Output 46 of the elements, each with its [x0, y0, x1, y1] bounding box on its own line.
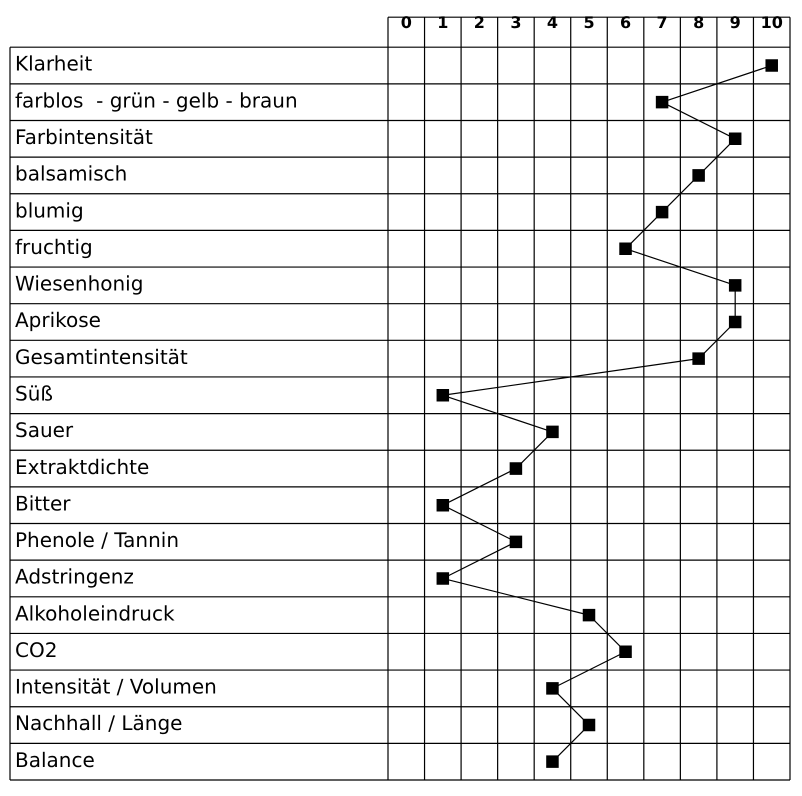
y-tick-label: Klarheit — [15, 52, 92, 76]
point — [728, 132, 742, 146]
y-tick-label: Nachhall / Länge — [15, 711, 182, 736]
point — [656, 96, 668, 108]
y-tick-label: Bitter — [15, 491, 72, 516]
point — [692, 352, 705, 365]
y-tick-label: Wiesenhonig — [15, 272, 144, 296]
point — [619, 242, 632, 255]
point — [728, 279, 742, 292]
point — [546, 755, 559, 768]
y-tick-label: fruchtig — [15, 234, 93, 259]
point — [546, 426, 559, 438]
x-tick-label: 10 — [760, 12, 783, 32]
point — [510, 536, 522, 548]
x-tick-label: 0 — [400, 12, 412, 32]
y-tick-label: Aprikose — [15, 308, 101, 332]
point — [436, 389, 450, 402]
y-tick-label: Gesamtintensität — [15, 344, 188, 369]
x-tick-label: 8 — [693, 12, 704, 32]
y-tick-label: Süß — [15, 381, 53, 406]
point — [765, 59, 778, 72]
point — [656, 206, 668, 218]
point — [619, 646, 632, 658]
y-tick-label: CO2 — [15, 638, 58, 662]
point — [692, 169, 705, 182]
y-tick-label: blumig — [15, 198, 84, 222]
point — [436, 498, 450, 512]
point — [582, 718, 596, 732]
point — [436, 572, 450, 585]
y-tick-label: Alkoholeindruck — [15, 601, 175, 626]
point — [510, 462, 522, 475]
y-tick-label: Farbintensität — [15, 125, 153, 150]
y-tick-label: Balance — [15, 748, 95, 772]
y-tick-label: Sauer — [15, 418, 74, 442]
y-tick-label: Intensität / Volumen — [15, 674, 217, 699]
y-tick-label: farblos - grün - gelb - braun — [15, 88, 298, 112]
x-tick-label: 9 — [730, 12, 741, 32]
y-tick-label: Adstringenz — [15, 564, 134, 589]
point — [728, 316, 742, 328]
y-tick-label: Phenole / Tannin — [15, 528, 180, 552]
point — [546, 682, 559, 695]
x-tick-label: 6 — [620, 12, 632, 32]
y-tick-label: balsamisch — [15, 162, 128, 186]
y-tick-label: Extraktdichte — [15, 454, 150, 479]
x-tick-label: 4 — [546, 12, 558, 32]
point — [582, 608, 596, 622]
